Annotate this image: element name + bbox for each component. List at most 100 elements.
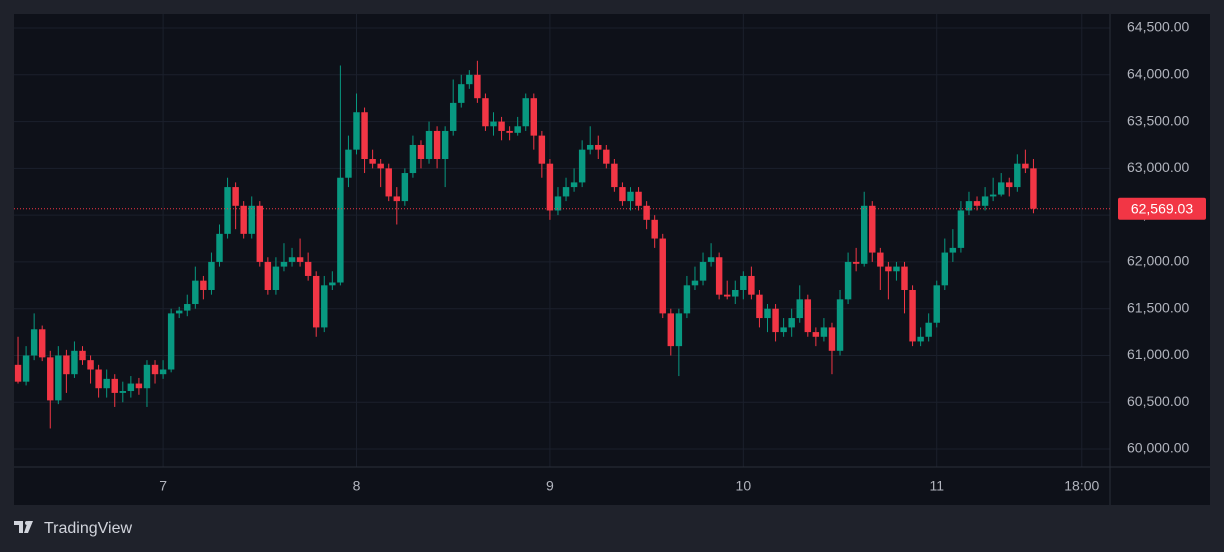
- candle-body: [651, 219, 658, 239]
- candle-body: [546, 163, 554, 211]
- candle-body: [723, 294, 731, 297]
- candle-body: [643, 205, 650, 220]
- candle-body: [87, 360, 94, 370]
- candle-body: [877, 252, 884, 267]
- candle-body: [554, 196, 562, 211]
- candle-body: [38, 329, 46, 358]
- candle-body: [595, 144, 602, 150]
- candle-body: [1030, 168, 1037, 209]
- candle-body: [941, 252, 949, 286]
- candle-body: [885, 266, 892, 272]
- candle-body: [1014, 163, 1021, 188]
- candle-body: [901, 266, 908, 290]
- candle-body: [79, 350, 86, 361]
- candle-body: [804, 299, 812, 333]
- candle-body: [312, 275, 320, 328]
- candle-body: [224, 187, 231, 234]
- candle-body: [748, 275, 755, 295]
- candle-body: [458, 84, 465, 103]
- candle-body: [14, 364, 22, 382]
- candle-body: [562, 187, 570, 197]
- candle-body: [603, 149, 610, 164]
- candle-body: [635, 191, 642, 206]
- candle-body: [393, 196, 401, 202]
- candle-body: [578, 149, 586, 183]
- candle-body: [812, 332, 820, 337]
- candle-body: [425, 130, 433, 160]
- candle-body: [127, 383, 135, 392]
- candle-body: [538, 135, 546, 164]
- chart-pane: [14, 14, 1210, 505]
- candle-body: [917, 336, 924, 342]
- candle-body: [498, 121, 505, 131]
- candle-body: [482, 98, 489, 127]
- candle-body: [321, 285, 328, 328]
- candle-body: [820, 327, 828, 337]
- candle-body: [95, 369, 102, 389]
- candle-body: [506, 130, 513, 133]
- candle-body: [409, 144, 417, 174]
- candle-body: [151, 364, 159, 375]
- watermark: TradingView: [44, 520, 132, 537]
- logo-dot: [25, 521, 29, 525]
- y-tick-label: 64,000.00: [1127, 66, 1189, 82]
- candle-body: [280, 261, 288, 267]
- candle-body: [965, 201, 973, 211]
- candle-body: [570, 182, 578, 188]
- candle-body: [490, 121, 497, 127]
- candle-body: [836, 299, 844, 351]
- candle-body: [377, 163, 384, 169]
- candle-body: [691, 280, 699, 286]
- candle-body: [675, 313, 683, 347]
- candle-body: [683, 285, 691, 314]
- candle-body: [957, 210, 965, 248]
- candle-body: [981, 196, 989, 206]
- candle-body: [619, 187, 626, 202]
- candle-body: [860, 205, 868, 264]
- candle-body: [232, 187, 239, 206]
- candle-body: [304, 261, 312, 276]
- y-tick-label: 61,500.00: [1127, 299, 1189, 315]
- candle-body: [256, 205, 264, 262]
- candle-body: [159, 369, 167, 375]
- candle-body: [522, 98, 529, 127]
- candle-body: [111, 378, 118, 393]
- candle-body: [756, 294, 763, 319]
- candle-body: [240, 205, 247, 234]
- candle-body: [288, 257, 296, 262]
- y-tick-label: 62,000.00: [1127, 253, 1189, 269]
- candle-body: [844, 261, 852, 300]
- candle-body: [788, 318, 795, 328]
- candle-body: [852, 261, 860, 264]
- candle-body: [200, 280, 207, 290]
- y-tick-label: 64,500.00: [1127, 19, 1189, 35]
- candle-body: [611, 163, 618, 188]
- candle-body: [30, 329, 38, 356]
- x-tick-label: 7: [159, 478, 167, 494]
- candle-body: [828, 327, 836, 351]
- candle-body: [345, 149, 352, 178]
- candle-body: [933, 285, 940, 323]
- candle-body: [707, 257, 715, 262]
- candle-body: [989, 194, 997, 197]
- candle-body: [627, 191, 634, 202]
- candle-body: [869, 205, 876, 253]
- candle-body: [135, 383, 143, 389]
- candle-body: [55, 355, 62, 401]
- last-price-label: 62,569.03: [1131, 200, 1193, 216]
- candle-body: [192, 280, 199, 305]
- candle-body: [167, 313, 175, 370]
- candle-body: [997, 182, 1005, 195]
- x-tick-label: 18:00: [1064, 478, 1099, 494]
- candle-body: [208, 261, 215, 290]
- x-tick-label: 9: [546, 478, 554, 494]
- candle-body: [441, 130, 449, 160]
- candle-body: [699, 261, 707, 281]
- x-tick-label: 10: [736, 478, 752, 494]
- candle-body: [925, 322, 932, 337]
- candle-body: [474, 74, 481, 99]
- candle-body: [732, 289, 739, 297]
- candle-body: [337, 177, 344, 283]
